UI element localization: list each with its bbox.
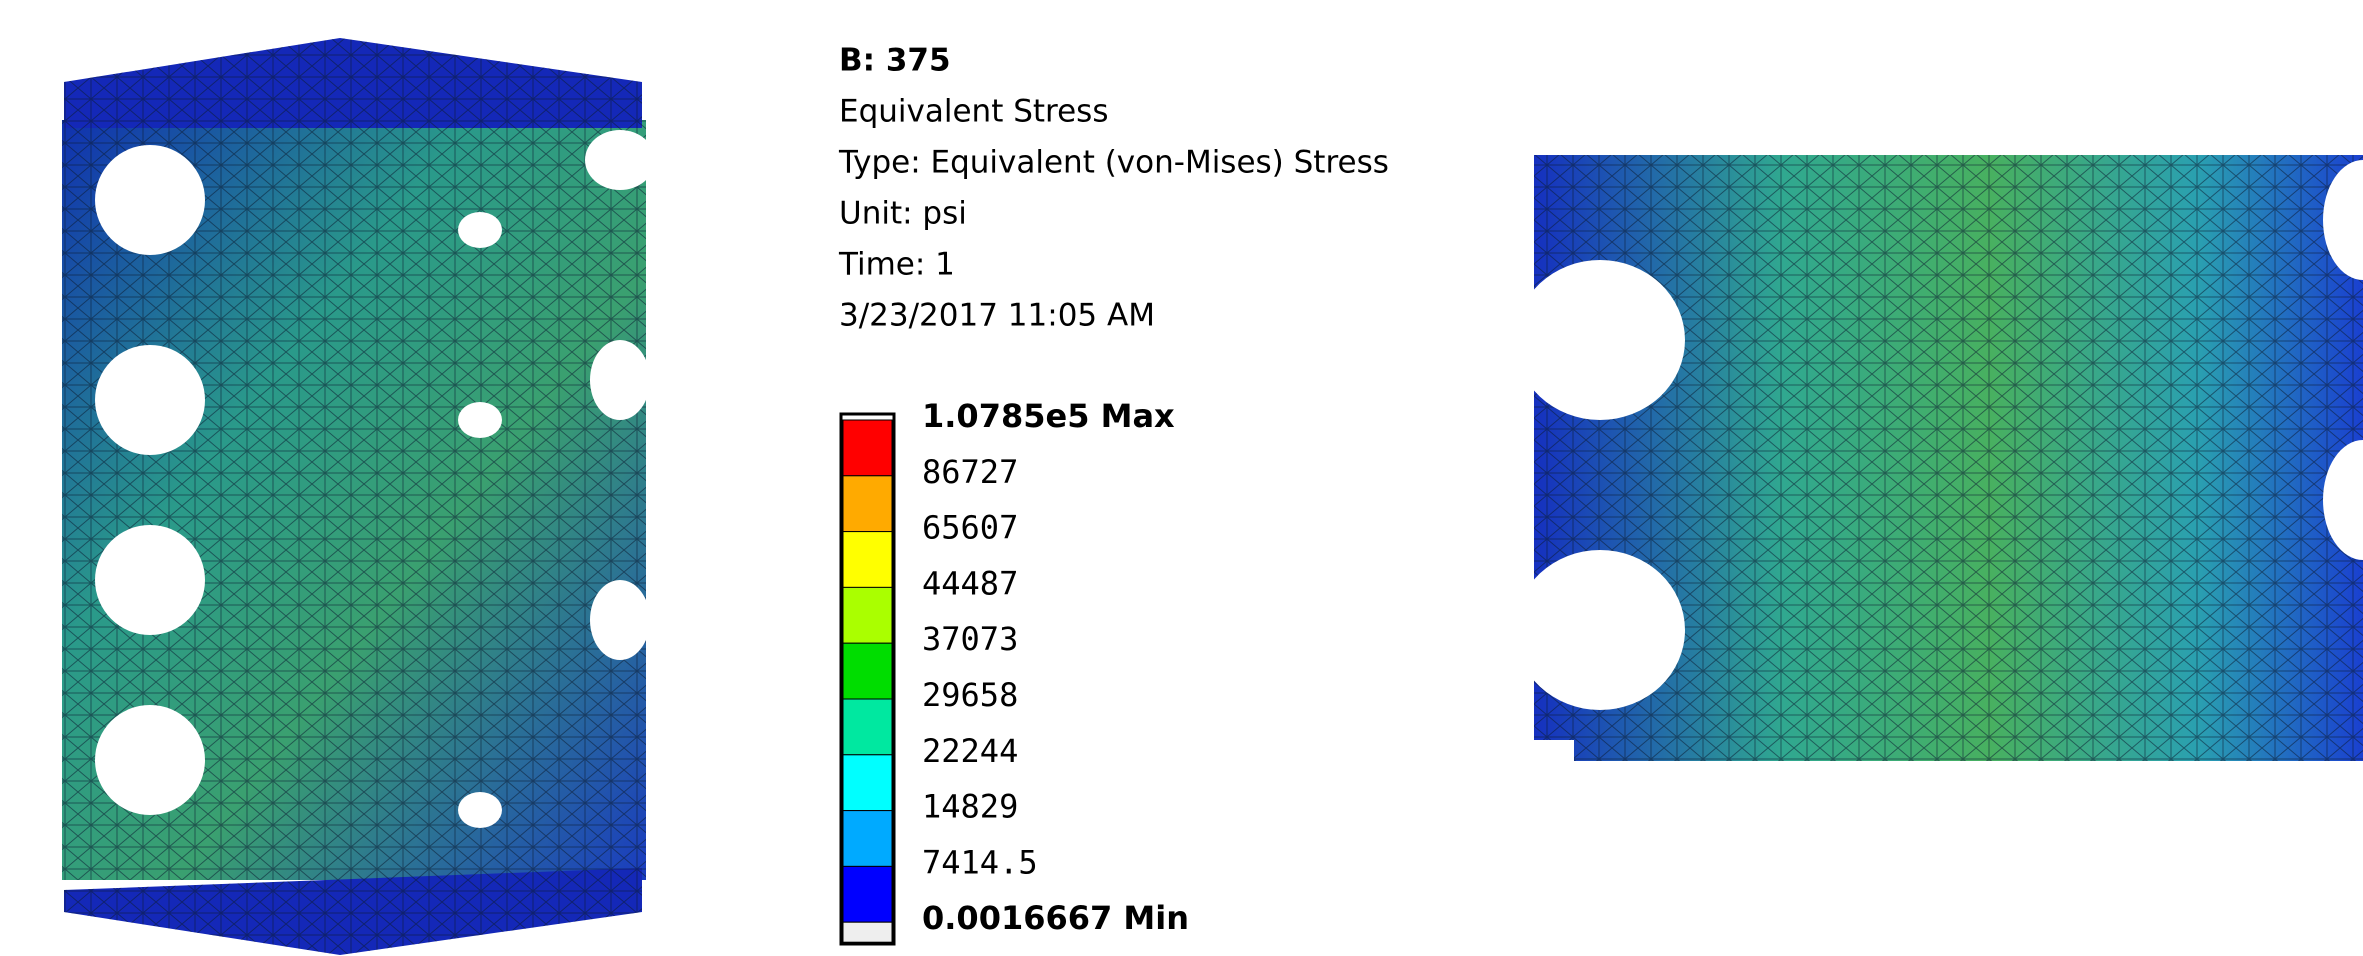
model-right bbox=[1515, 155, 2363, 761]
header: B: 375 Equivalent Stress Type: Equivalent … bbox=[838, 43, 1389, 334]
legend-swatch bbox=[843, 699, 892, 755]
header-title: B: 375 bbox=[839, 43, 951, 79]
legend-swatch bbox=[843, 587, 892, 643]
legend-swatch bbox=[843, 866, 892, 922]
legend-swatch bbox=[843, 420, 892, 476]
header-line: Equivalent Stress bbox=[839, 94, 1108, 130]
legend-swatch bbox=[843, 643, 892, 699]
legend-swatch bbox=[843, 755, 892, 811]
legend-label: 7414.5 bbox=[922, 843, 1038, 881]
header-line: Unit: psi bbox=[839, 196, 967, 232]
header-line: Time: 1 bbox=[838, 247, 955, 283]
screen: B: 375 Equivalent Stress Type: Equivalent … bbox=[0, 0, 2363, 956]
legend-swatch bbox=[843, 476, 892, 532]
header-line: Type: Equivalent (von-Mises) Stress bbox=[838, 145, 1389, 181]
legend-label: 44487 bbox=[922, 564, 1018, 602]
header-line: 3/23/2017 11:05 AM bbox=[839, 298, 1155, 334]
legend-swatch bbox=[843, 811, 892, 867]
legend-swatch bbox=[843, 532, 892, 588]
legend-label: 1.0785e5 Max bbox=[922, 397, 1175, 435]
legend-label: 14829 bbox=[922, 788, 1018, 826]
legend-label: 37073 bbox=[922, 620, 1018, 658]
legend-swatch bbox=[843, 922, 892, 942]
legend: 1.0785e5 Max 86727 65607 44487 37073 29658 222… bbox=[841, 397, 1189, 944]
page: B: 375 Equivalent Stress Type: Equivalent … bbox=[0, 0, 2363, 956]
legend-label: 22244 bbox=[922, 732, 1018, 770]
legend-label: 86727 bbox=[922, 453, 1018, 491]
model-left bbox=[62, 38, 655, 955]
legend-label: 0.0016667 Min bbox=[922, 899, 1189, 937]
legend-label: 65607 bbox=[922, 509, 1018, 547]
legend-label: 29658 bbox=[922, 676, 1018, 714]
